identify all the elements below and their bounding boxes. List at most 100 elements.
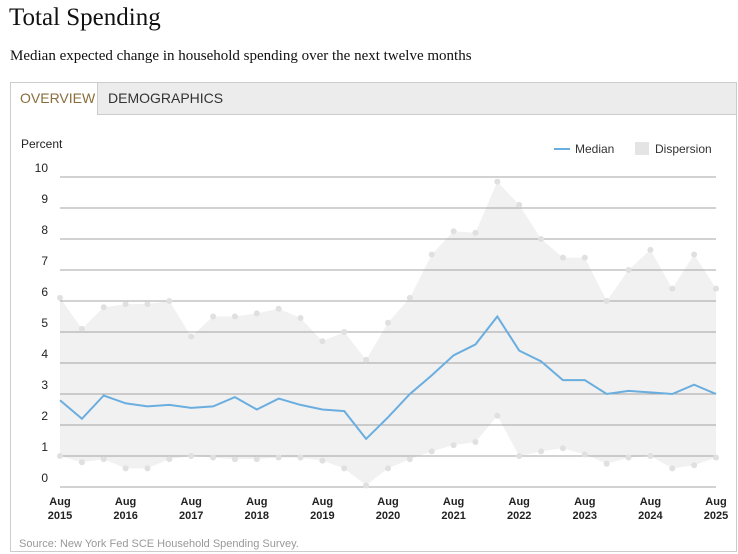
dispersion-lower-point xyxy=(669,465,676,472)
x-tick-month: Aug xyxy=(115,496,136,508)
dispersion-lower-point xyxy=(144,465,151,472)
dispersion-lower-point xyxy=(494,412,501,419)
x-tick-year: 2022 xyxy=(507,510,531,522)
dispersion-upper-point xyxy=(363,356,370,363)
legend-dispersion-label: Dispersion xyxy=(655,142,712,156)
dispersion-lower-point xyxy=(100,456,107,463)
dispersion-upper-point xyxy=(297,315,304,322)
dispersion-lower-point xyxy=(516,453,523,459)
y-tick-label: 9 xyxy=(41,192,48,206)
dispersion-lower-point xyxy=(297,454,304,461)
dispersion-upper-point xyxy=(210,313,217,320)
y-tick-label: 4 xyxy=(41,347,48,361)
y-tick-label: 7 xyxy=(41,254,48,268)
x-tick-year: 2021 xyxy=(441,510,465,522)
chart-panel: OVERVIEW DEMOGRAPHICS xyxy=(10,82,737,552)
y-axis-label: Percent xyxy=(21,137,63,151)
dispersion-upper-point xyxy=(385,319,391,326)
dispersion-lower-point xyxy=(275,454,282,461)
dispersion-upper-point xyxy=(275,305,282,312)
dispersion-lower-point xyxy=(603,460,610,467)
dispersion-lower-point xyxy=(428,448,435,455)
dispersion-upper-point xyxy=(472,229,479,236)
dispersion-upper-point xyxy=(122,301,129,308)
x-tick-month: Aug xyxy=(574,496,595,508)
x-tick-month: Aug xyxy=(246,496,267,508)
dispersion-lower-point xyxy=(210,454,217,461)
x-tick-year: 2016 xyxy=(113,510,137,522)
dispersion-lower-point xyxy=(406,456,413,463)
y-tick-label: 3 xyxy=(41,378,48,392)
dispersion-upper-point xyxy=(713,285,719,292)
dispersion-upper-point xyxy=(166,298,173,304)
dispersion-upper-point xyxy=(231,313,238,320)
dispersion-upper-point xyxy=(691,251,698,258)
dispersion-upper-point xyxy=(450,228,457,235)
dispersion-lower-point xyxy=(231,456,238,463)
dispersion-upper-point xyxy=(341,329,348,335)
dispersion-upper-point xyxy=(188,333,195,340)
y-tick-label: 0 xyxy=(41,471,48,485)
dispersion-lower-point xyxy=(691,462,698,469)
y-tick-label: 8 xyxy=(41,223,48,237)
dispersion-upper-point xyxy=(428,251,435,258)
dispersion-lower-point xyxy=(450,442,457,449)
x-tick-year: 2020 xyxy=(376,510,400,522)
x-tick-year: 2018 xyxy=(245,510,269,522)
dispersion-upper-point xyxy=(581,254,588,261)
x-tick-year: 2023 xyxy=(573,510,597,522)
dispersion-lower-point xyxy=(581,451,588,458)
dispersion-lower-point xyxy=(188,453,195,459)
legend-median-label: Median xyxy=(575,142,614,156)
dispersion-upper-point xyxy=(538,236,545,242)
dispersion-lower-point xyxy=(625,454,632,461)
dispersion-upper-point xyxy=(319,338,326,345)
page-title: Total Spending xyxy=(9,4,161,31)
x-tick-month: Aug xyxy=(640,496,661,508)
dispersion-upper-point xyxy=(625,267,632,273)
x-tick-year: 2025 xyxy=(704,510,728,522)
y-tick-label: 10 xyxy=(35,161,49,175)
y-tick-label: 5 xyxy=(41,316,48,330)
x-tick-month: Aug xyxy=(443,496,464,508)
x-tick-year: 2017 xyxy=(179,510,203,522)
x-tick-year: 2024 xyxy=(638,510,663,522)
median-line xyxy=(59,314,717,441)
dispersion-band xyxy=(60,181,716,486)
x-tick-month: Aug xyxy=(49,496,70,508)
x-tick-month: Aug xyxy=(377,496,398,508)
dispersion-lower-point xyxy=(57,453,63,459)
x-tick-year: 2015 xyxy=(48,510,72,522)
dispersion-upper-point xyxy=(100,304,107,311)
dispersion-upper-point xyxy=(516,201,523,208)
dispersion-upper-point xyxy=(647,246,654,253)
dispersion-upper-point xyxy=(57,294,63,301)
tab-demographics[interactable]: DEMOGRAPHICS xyxy=(108,90,224,106)
x-tick-month: Aug xyxy=(181,496,202,508)
dispersion-lower-point xyxy=(385,465,391,472)
dispersion-upper-point xyxy=(144,301,151,308)
y-tick-label: 1 xyxy=(41,440,48,454)
dispersion-lower-point xyxy=(78,459,85,466)
dispersion-lower-point xyxy=(363,482,370,489)
dispersion-upper-point xyxy=(603,298,610,304)
dispersion-lower-point xyxy=(166,456,173,463)
x-tick-month: Aug xyxy=(705,496,726,508)
dispersion-lower-point xyxy=(122,465,129,472)
page-subtitle: Median expected change in household spen… xyxy=(10,48,472,64)
dispersion-upper-point xyxy=(253,310,260,317)
dispersion-upper-point xyxy=(78,325,85,332)
dispersion-upper-point xyxy=(669,285,676,292)
tab-bar: OVERVIEW DEMOGRAPHICS xyxy=(11,83,736,115)
dispersion-upper-point xyxy=(406,294,413,301)
y-tick-label: 6 xyxy=(41,285,48,299)
dispersion-lower-point xyxy=(647,453,654,459)
dispersion-lower-point xyxy=(472,439,479,446)
dispersion-lower-point xyxy=(559,445,566,452)
x-tick-month: Aug xyxy=(509,496,530,508)
tab-overview[interactable]: OVERVIEW xyxy=(11,83,98,115)
y-tick-label: 2 xyxy=(41,409,48,423)
dispersion-lower-point xyxy=(713,454,719,461)
x-tick-year: 2019 xyxy=(310,510,334,522)
